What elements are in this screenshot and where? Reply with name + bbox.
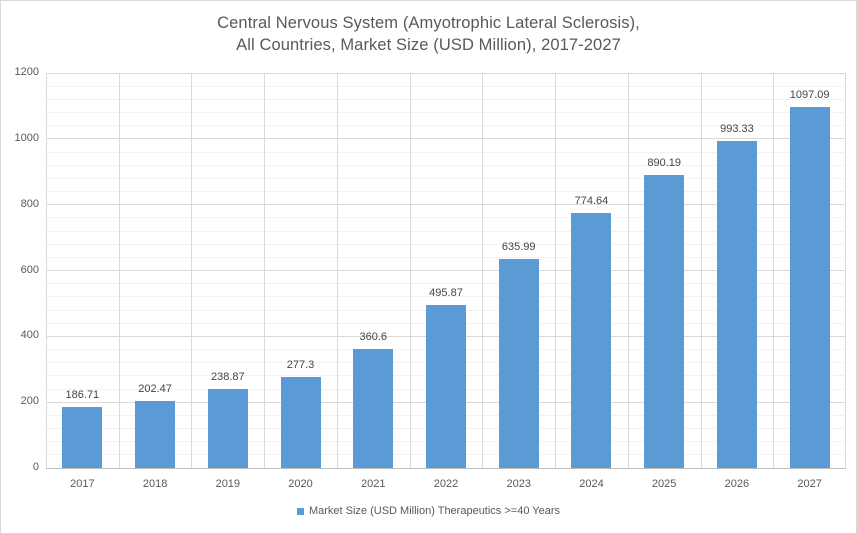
y-tick-label-800: 800 — [20, 197, 39, 210]
data-label-2027: 1097.09 — [789, 89, 830, 101]
gridline-vertical — [337, 73, 338, 468]
data-label-2024: 774.64 — [574, 195, 609, 207]
x-tick-label-2018: 2018 — [142, 478, 168, 490]
x-tick-label-2025: 2025 — [651, 478, 677, 490]
gridline-vertical — [555, 73, 556, 468]
bar-2017 — [62, 407, 102, 468]
bar-2022 — [426, 305, 466, 468]
gridline-vertical — [773, 73, 774, 468]
legend-label: Market Size (USD Million) Therapeutics >… — [308, 505, 561, 517]
gridline-vertical — [701, 73, 702, 468]
y-tick-label-200: 200 — [20, 395, 39, 408]
gridline-vertical — [46, 73, 47, 468]
gridline-major — [46, 138, 846, 140]
data-label-2017: 186.71 — [65, 389, 100, 401]
gridline-minor — [46, 177, 846, 179]
x-tick-label-2020: 2020 — [288, 478, 313, 490]
data-label-2023: 635.99 — [501, 241, 536, 253]
gridline-minor — [46, 243, 846, 245]
x-tick-label-2024: 2024 — [579, 478, 604, 490]
bar-2023 — [499, 259, 539, 468]
y-tick-label-1000: 1000 — [14, 131, 39, 144]
bar-2027 — [790, 107, 830, 468]
gridline-minor — [46, 256, 846, 258]
plot-area: 186.71 202.47 238.87 277.3 360.6 495.87 635.99… — [46, 72, 846, 468]
x-tick-label-2026: 2026 — [724, 478, 750, 490]
x-tick-label-2027: 2027 — [797, 478, 822, 490]
gridline-vertical — [119, 73, 120, 468]
x-tick-label-2022: 2022 — [433, 478, 459, 490]
gridline-vertical — [191, 73, 192, 468]
bar-2025 — [644, 175, 684, 468]
data-label-2018: 202.47 — [138, 383, 172, 395]
data-label-2025: 890.19 — [647, 157, 681, 169]
gridline-vertical — [845, 73, 846, 468]
data-label-2019: 238.87 — [210, 371, 245, 383]
gridline-minor — [46, 85, 846, 87]
gridline-minor — [46, 125, 846, 127]
gridline-vertical — [410, 73, 411, 468]
y-tick-label-600: 600 — [20, 263, 39, 276]
gridline-minor — [46, 98, 846, 100]
bar-2024 — [571, 213, 611, 468]
x-tick-label-2023: 2023 — [506, 478, 531, 490]
bar-2019 — [208, 389, 248, 468]
data-label-2020: 277.3 — [286, 359, 315, 371]
gridline-minor — [46, 283, 846, 285]
chart-title-line-1: Central Nervous System (Amyotrophic Late… — [217, 14, 640, 32]
gridline-minor — [46, 151, 846, 153]
gridline-minor — [46, 230, 846, 232]
y-tick-label-400: 400 — [20, 329, 39, 342]
y-tick-label-0: 0 — [32, 461, 39, 473]
gridline-vertical — [628, 73, 629, 468]
chart-title-line-2: All Countries, Market Size (USD Million)… — [236, 36, 621, 54]
x-tick-label-2021: 2021 — [361, 478, 386, 490]
data-label-2026: 993.33 — [720, 123, 754, 135]
legend-marker-icon — [296, 507, 304, 515]
gridline-vertical — [482, 73, 483, 468]
legend: Market Size (USD Million) Therapeutics >… — [1, 504, 856, 518]
gridline-minor — [46, 191, 846, 192]
chart-title: Central Nervous System (Amyotrophic Late… — [1, 12, 856, 56]
bar-2020 — [281, 377, 321, 468]
gridline-minor — [46, 217, 846, 219]
bar-2018 — [135, 401, 175, 468]
gridline-minor — [46, 164, 846, 166]
x-axis-line — [46, 468, 846, 469]
gridline-major — [46, 270, 846, 271]
bar-2021 — [353, 349, 393, 468]
x-tick-label-2019: 2019 — [215, 478, 241, 490]
gridline-major — [46, 204, 846, 206]
bar-2026 — [717, 141, 757, 468]
gridline-minor — [46, 296, 846, 298]
gridline-minor — [46, 112, 846, 113]
x-tick-label-2017: 2017 — [70, 478, 95, 490]
gridline-vertical — [264, 73, 265, 468]
gridline-major — [46, 72, 846, 74]
data-label-2022: 495.87 — [429, 287, 463, 299]
data-label-2021: 360.6 — [359, 331, 388, 343]
y-tick-label-1200: 1200 — [14, 66, 39, 78]
